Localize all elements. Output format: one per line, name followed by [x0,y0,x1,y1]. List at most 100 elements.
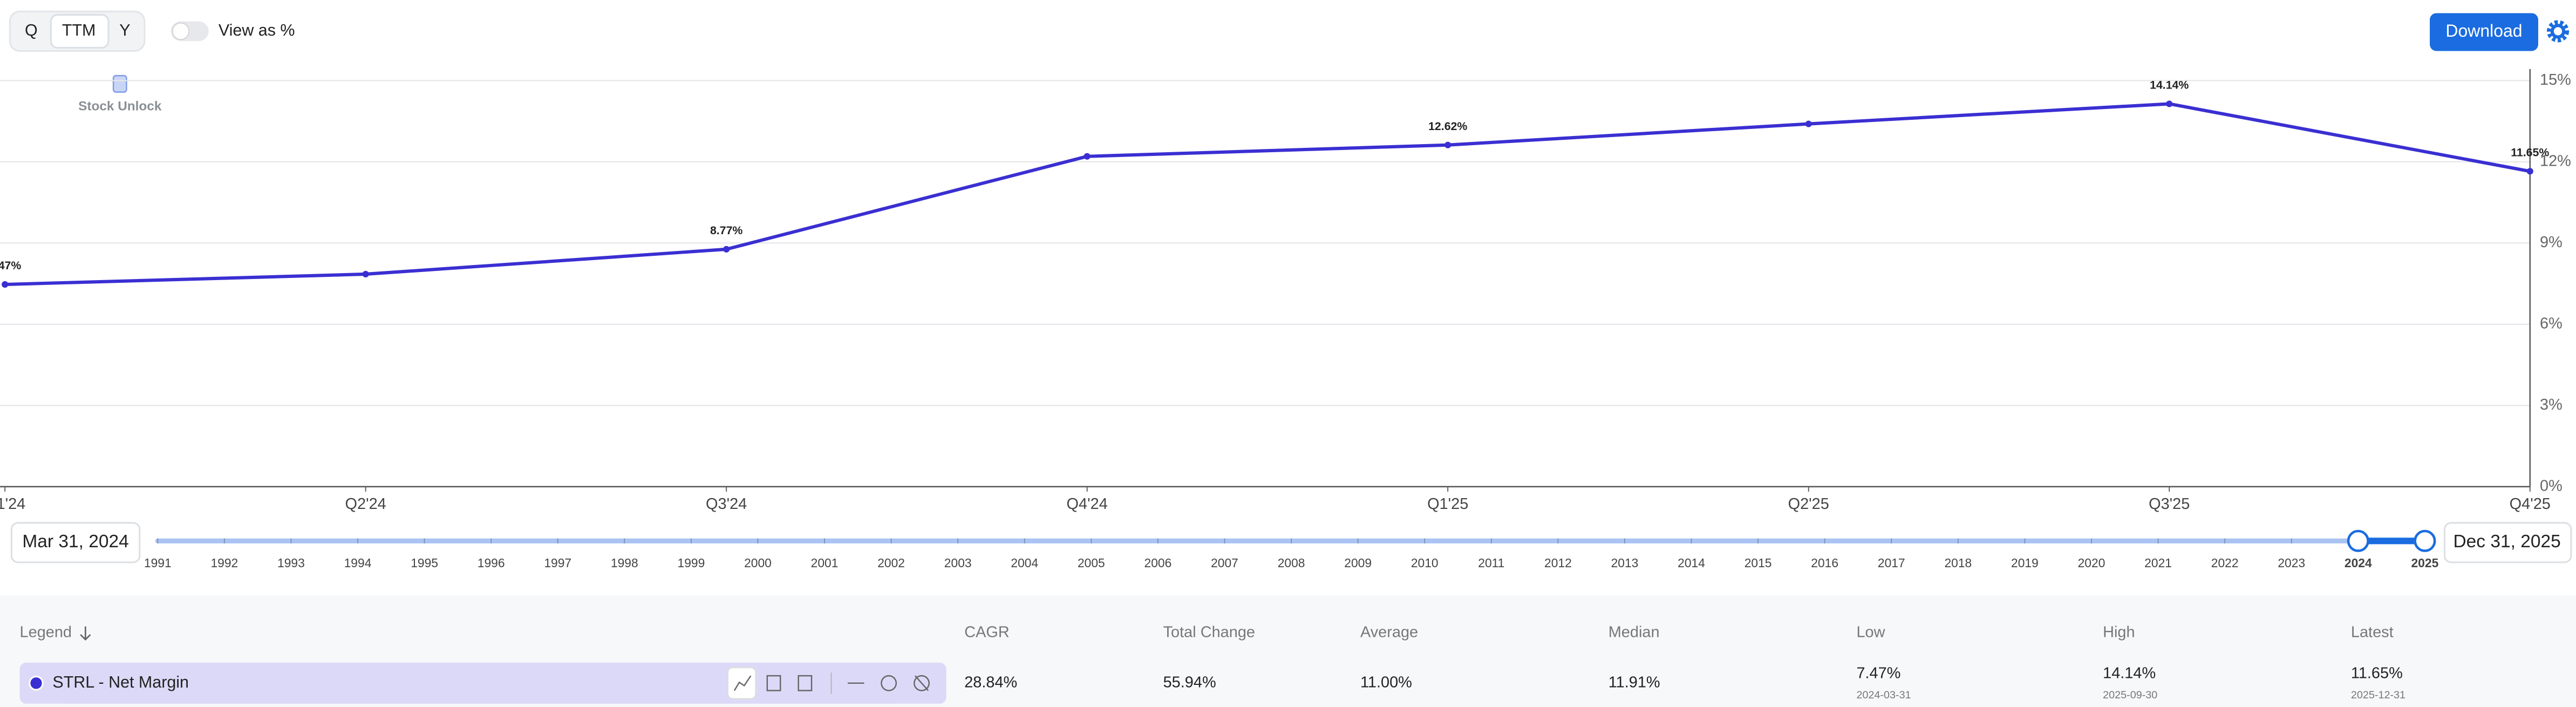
table-header: Average [1360,624,1418,641]
timeline-year: 2015 [1744,556,1772,570]
table-cell: 11.91% [1609,674,1660,691]
timeline-year: 1999 [678,556,705,570]
end-date-box[interactable] [2443,522,2572,563]
timeline-handle[interactable] [2347,529,2369,552]
timeline-year: 1993 [277,556,305,570]
switch-knob [172,22,189,40]
timeline-year: 2018 [1944,556,1972,570]
x-tick-label: Q3'25 [2149,495,2190,513]
timeline-year: 2023 [2278,556,2305,570]
table-header: High [2103,624,2135,641]
data-point [2,281,9,288]
timeline-year: 2003 [944,556,972,570]
data-point [2166,100,2173,107]
data-point [1083,153,1091,160]
stock-unlock-icon [112,74,127,93]
timeline-year: 1991 [144,556,172,570]
table-cell: 55.94% [1163,674,1216,691]
sort-arrow [80,626,91,641]
timeline-year: 2014 [1678,556,1705,570]
table-cell: 14.14% [2103,665,2156,682]
timeline-year: 2006 [1144,556,1172,570]
data-point [1805,120,1812,127]
data-label: 8.77% [710,224,742,237]
settings-icon[interactable] [2546,20,2570,43]
timeline-year: 1996 [478,556,505,570]
x-tick-label: Q4'25 [2510,495,2551,513]
timeline-year: 2010 [1411,556,1439,570]
table-cell-date: 2025-09-30 [2103,689,2157,701]
data-label: 7.47% [0,259,21,272]
y-tick-label: 9% [2540,234,2563,251]
x-tick-label: Q2'25 [1788,495,1829,513]
period-option[interactable]: Q [25,21,38,39]
table-cell: 11.65% [2351,665,2403,682]
x-tick-label: Q1'25 [1427,495,1468,513]
download-button[interactable] [2430,13,2538,51]
data-label: 14.14% [2150,79,2189,92]
timeline-year: 2024 [2345,556,2372,570]
y-tick-label: 15% [2540,71,2571,89]
timeline-year: 1998 [611,556,638,570]
y-tick-label: 6% [2540,315,2563,332]
x-tick-label: Q1'24 [0,495,25,513]
timeline-year: 2001 [811,556,839,570]
timeline-year: 2004 [1011,556,1038,570]
table-header: Median [1609,624,1660,641]
timeline-year: 2011 [1478,556,1504,570]
timeline-year: 2000 [744,556,772,570]
timeline-year: 1994 [344,556,372,570]
row-icons [727,667,930,699]
timeline-year: 1992 [210,556,238,570]
timeline-year: 2013 [1611,556,1639,570]
data-point [2526,168,2533,175]
table-header: Total Change [1163,624,1255,641]
data-point [1444,141,1451,148]
timeline-handle[interactable] [2414,529,2436,552]
data-label: 12.62% [1428,120,1467,133]
table-cell-date: 2024-03-31 [1856,689,1911,701]
timeline-year: 2021 [2144,556,2172,570]
y-tick-label: 3% [2540,396,2563,413]
data-point [723,246,730,253]
start-date-box[interactable] [10,522,141,563]
y-tick-label: 0% [2540,477,2563,494]
timeline-year: 2005 [1078,556,1105,570]
timeline-year: 2008 [1278,556,1305,570]
table-header: Latest [2351,624,2394,641]
table-cell: 7.47% [1856,665,1900,682]
table-header: Low [1856,624,1885,641]
y-tick-label: 12% [2540,152,2571,169]
x-tick-label: Q2'24 [345,495,386,513]
timeline-year: 2002 [877,556,905,570]
table-cell: 11.00% [1360,674,1412,691]
timeline-year: 2025 [2411,556,2439,570]
timeline-year: 1997 [544,556,571,570]
table-header: Legend [20,624,72,641]
legend-row[interactable] [19,662,946,704]
timeline-year: 2022 [2211,556,2239,570]
timeline-year: 2007 [1211,556,1238,570]
active-period[interactable] [50,13,110,49]
timeline-year: 1995 [411,556,438,570]
timeline-year: 2012 [1544,556,1572,570]
timeline-year: 2020 [2078,556,2105,570]
period-option[interactable]: Y [119,21,130,39]
legend-name: STRL - Net Margin [52,673,189,691]
legend-dot [29,676,44,691]
timeline-year: 2016 [1811,556,1838,570]
period-option[interactable]: TTM [62,21,96,39]
end-date: Dec 31, 2025 [2454,532,2561,552]
data-label: 11.65% [2511,146,2549,159]
timeline-year: 2019 [2011,556,2039,570]
data-point [362,270,369,278]
table-cell-date: 2025-12-31 [2351,689,2405,701]
series-line [5,102,2531,287]
annotation: Stock Unlock [78,99,162,113]
table-cell: 28.84% [964,674,1017,691]
download-label: Download [2445,21,2522,40]
table-header: CAGR [964,624,1010,641]
start-date: Mar 31, 2024 [22,532,128,552]
